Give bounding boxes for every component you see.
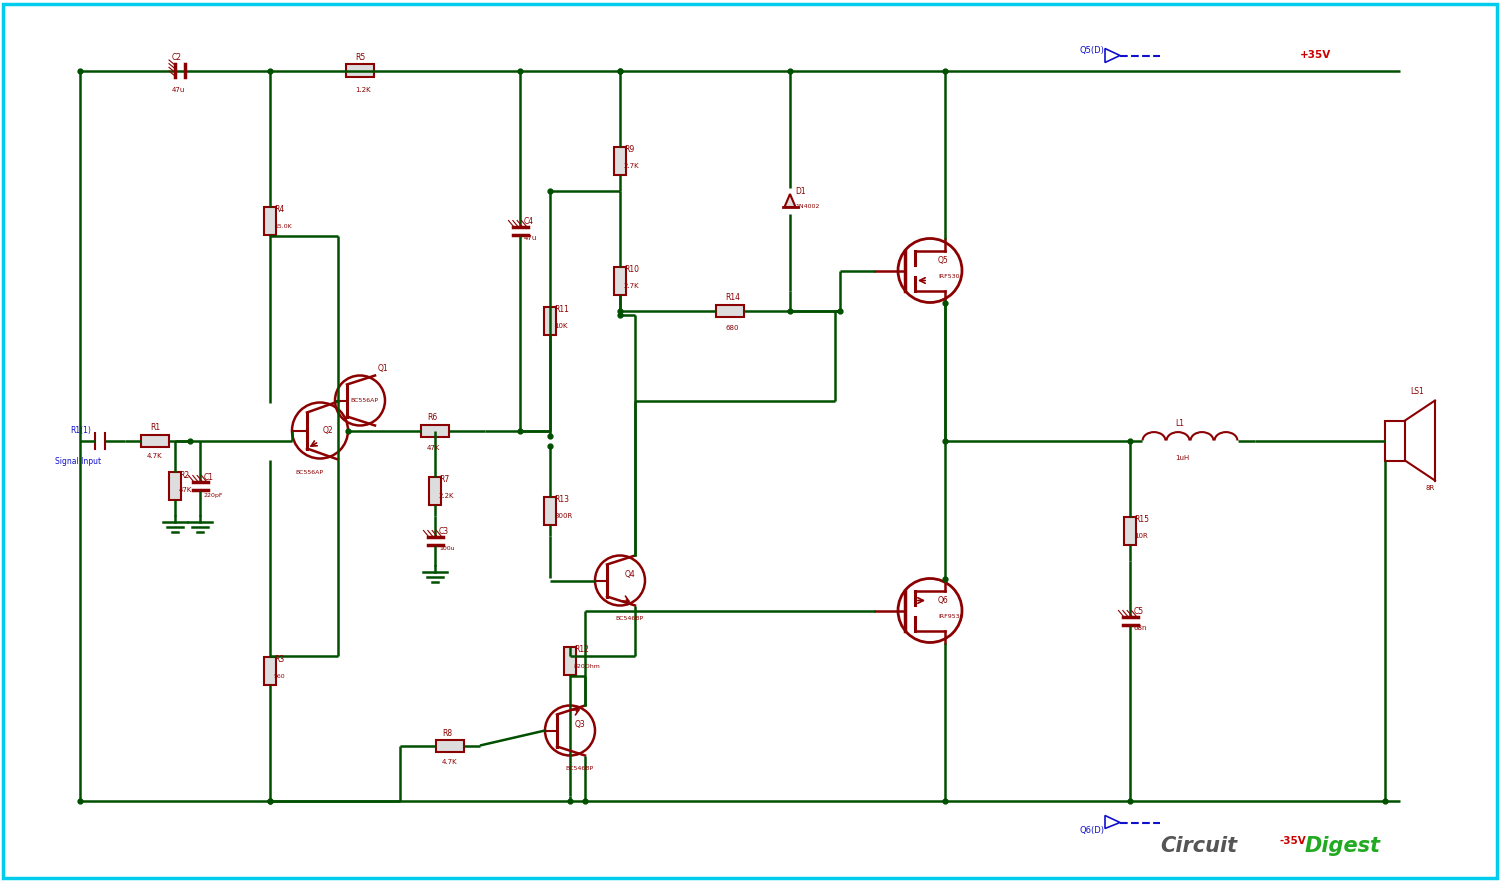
Bar bbox=[264, 656, 276, 685]
Text: R13: R13 bbox=[554, 495, 568, 505]
Text: 47K: 47K bbox=[178, 487, 192, 493]
Text: 4.7K: 4.7K bbox=[442, 759, 458, 766]
Bar bbox=[544, 497, 556, 524]
Text: +35V: +35V bbox=[1300, 50, 1332, 61]
Text: Digest: Digest bbox=[1305, 835, 1382, 855]
Text: Signal Input: Signal Input bbox=[56, 456, 100, 465]
Text: C3: C3 bbox=[440, 527, 448, 536]
Text: R10: R10 bbox=[624, 265, 639, 275]
Text: 100u: 100u bbox=[440, 545, 454, 551]
Text: Q2: Q2 bbox=[322, 426, 333, 435]
Text: D1: D1 bbox=[795, 187, 806, 196]
Text: R4: R4 bbox=[274, 205, 285, 214]
Bar bbox=[716, 305, 744, 316]
Text: 1uH: 1uH bbox=[1174, 455, 1190, 461]
Text: R11: R11 bbox=[554, 306, 568, 315]
Text: 15.0K: 15.0K bbox=[274, 224, 291, 228]
Text: 220pF: 220pF bbox=[204, 492, 224, 498]
Bar bbox=[564, 647, 576, 675]
Text: 300R: 300R bbox=[554, 513, 573, 519]
Text: 2.2K: 2.2K bbox=[440, 492, 454, 499]
Text: C5: C5 bbox=[1134, 606, 1144, 616]
Text: Q6: Q6 bbox=[938, 596, 948, 605]
Bar bbox=[264, 206, 276, 234]
Text: LS1: LS1 bbox=[1410, 387, 1424, 396]
Text: R9: R9 bbox=[624, 145, 634, 154]
Text: Q4: Q4 bbox=[626, 569, 636, 579]
Text: 68n: 68n bbox=[1134, 625, 1148, 631]
Text: R2: R2 bbox=[178, 470, 189, 479]
Text: 2.7K: 2.7K bbox=[624, 162, 639, 168]
Bar bbox=[1124, 516, 1136, 544]
Text: Q3: Q3 bbox=[574, 720, 585, 729]
Text: Q5: Q5 bbox=[938, 256, 948, 265]
Bar bbox=[141, 434, 170, 447]
Text: BC546BP: BC546BP bbox=[615, 616, 644, 620]
Text: IRF9530: IRF9530 bbox=[938, 613, 963, 618]
Bar bbox=[346, 64, 374, 77]
Text: C2: C2 bbox=[172, 54, 182, 63]
Bar bbox=[436, 739, 463, 751]
Bar bbox=[614, 266, 626, 294]
Polygon shape bbox=[784, 194, 795, 207]
Bar bbox=[422, 425, 448, 436]
Text: BC556AP: BC556AP bbox=[296, 470, 322, 476]
Text: Circuit: Circuit bbox=[1160, 835, 1238, 855]
Text: R1: R1 bbox=[150, 424, 160, 433]
Text: R14: R14 bbox=[724, 293, 740, 302]
Text: 47K: 47K bbox=[427, 445, 441, 450]
Bar bbox=[544, 307, 556, 335]
Text: 4.7K: 4.7K bbox=[147, 453, 162, 458]
Text: L1: L1 bbox=[1174, 419, 1184, 428]
Text: 47u: 47u bbox=[524, 234, 537, 241]
Text: 680: 680 bbox=[724, 324, 738, 330]
Text: -35V: -35V bbox=[1280, 835, 1306, 846]
Text: R1(1): R1(1) bbox=[70, 426, 92, 435]
Text: 1N4002: 1N4002 bbox=[795, 204, 819, 209]
Text: R6: R6 bbox=[427, 413, 438, 423]
FancyBboxPatch shape bbox=[3, 4, 1497, 877]
Text: 8R: 8R bbox=[1425, 485, 1434, 491]
Text: R7: R7 bbox=[440, 476, 450, 485]
Text: R15: R15 bbox=[1134, 515, 1149, 524]
Text: BC556AP: BC556AP bbox=[350, 398, 378, 403]
Text: 2.7K: 2.7K bbox=[624, 283, 639, 288]
Text: 10K: 10K bbox=[554, 322, 567, 329]
Text: 10R: 10R bbox=[1134, 532, 1148, 538]
Text: BC546BP: BC546BP bbox=[566, 766, 592, 771]
Text: 47u: 47u bbox=[172, 86, 186, 93]
Text: 820Ohm: 820Ohm bbox=[574, 663, 602, 669]
Text: C4: C4 bbox=[524, 217, 534, 226]
Text: C1: C1 bbox=[204, 473, 214, 483]
Text: Q5(D): Q5(D) bbox=[1080, 47, 1106, 56]
Text: R3: R3 bbox=[274, 655, 285, 664]
Bar bbox=[170, 471, 182, 500]
Text: 560: 560 bbox=[274, 673, 285, 678]
Text: R8: R8 bbox=[442, 729, 452, 737]
Bar bbox=[1384, 420, 1406, 461]
Text: IRF530: IRF530 bbox=[938, 273, 960, 278]
Text: 1.2K: 1.2K bbox=[356, 86, 370, 93]
Bar bbox=[429, 477, 441, 505]
Bar bbox=[614, 146, 626, 174]
Text: R12: R12 bbox=[574, 646, 590, 655]
Text: R5: R5 bbox=[356, 54, 366, 63]
Text: Q6(D): Q6(D) bbox=[1080, 826, 1106, 835]
Text: Q1: Q1 bbox=[378, 364, 388, 373]
